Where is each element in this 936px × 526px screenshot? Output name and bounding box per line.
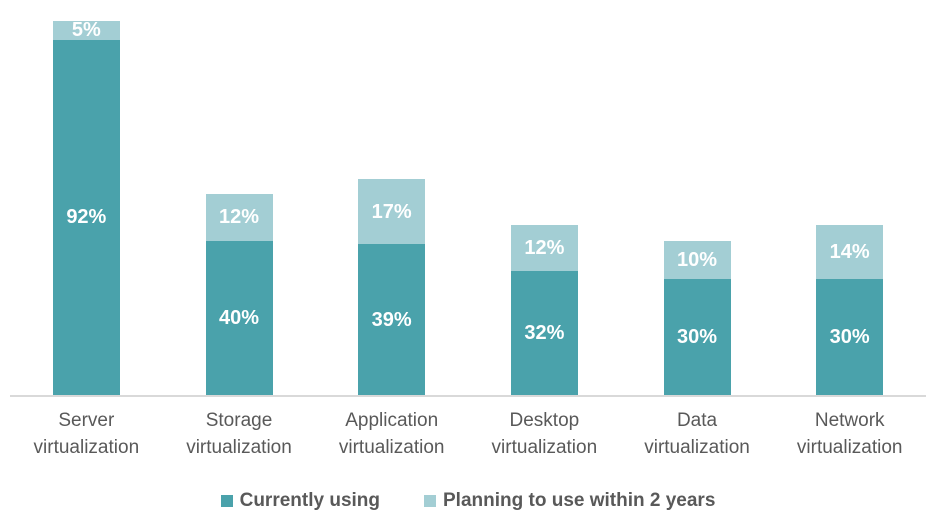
bar-segment-planning: 12% bbox=[510, 225, 578, 272]
category-column: 10% 30% bbox=[621, 240, 774, 395]
value-label: 40% bbox=[218, 306, 260, 329]
category-label: Server virtualization bbox=[33, 410, 140, 458]
bar-stack: 17% 39% bbox=[358, 178, 426, 395]
value-label: 12% bbox=[218, 206, 260, 229]
value-label: 10% bbox=[677, 248, 718, 271]
value-label: 14% bbox=[829, 241, 870, 264]
value-label: 92% bbox=[66, 206, 107, 229]
value-label: 30% bbox=[677, 326, 718, 349]
value-label: 5% bbox=[71, 19, 101, 42]
bar-segment-currently-using: 30% bbox=[816, 279, 884, 395]
legend-label-currently-using: Currently using bbox=[239, 490, 380, 511]
bar-stack: 10% 30% bbox=[663, 240, 731, 395]
bar-segment-currently-using: 32% bbox=[510, 271, 578, 395]
bar-segment-currently-using: 30% bbox=[663, 279, 731, 395]
category-label: Storage virtualization bbox=[186, 410, 292, 458]
category-label: Network virtualization bbox=[796, 410, 903, 458]
plot-area: 5% 92% 12% 40% 17% 39% 12% 32% 10% 30% 14% 30% bbox=[10, 0, 926, 397]
value-label: 39% bbox=[371, 308, 412, 331]
category-column: 12% 40% bbox=[163, 194, 316, 395]
category-column: 14% 30% bbox=[773, 225, 926, 395]
legend-item-currently-using: Currently using bbox=[220, 490, 380, 512]
bar-stack: 12% 40% bbox=[205, 194, 273, 395]
bar-segment-currently-using: 40% bbox=[205, 240, 273, 395]
bar-stack: 14% 30% bbox=[816, 225, 884, 395]
legend-swatch-planning-icon bbox=[424, 495, 436, 507]
category-axis: Server virtualization Storage virtualizat… bbox=[10, 407, 926, 461]
bar-segment-planning: 10% bbox=[663, 240, 731, 280]
category-column: 5% 92% bbox=[10, 19, 163, 395]
bar-segment-planning: 5% bbox=[52, 19, 120, 42]
legend: Currently using Planning to use within 2… bbox=[0, 490, 936, 512]
category-label: Application virtualization bbox=[338, 410, 445, 458]
bar-segment-planning: 14% bbox=[816, 225, 884, 280]
bar-segment-planning: 12% bbox=[205, 194, 273, 241]
value-label: 17% bbox=[371, 200, 412, 223]
value-label: 32% bbox=[524, 322, 565, 345]
legend-swatch-currently-using-icon bbox=[220, 495, 233, 507]
category-label: Data virtualization bbox=[644, 410, 750, 458]
bar-stack: 12% 32% bbox=[510, 225, 578, 395]
category-column: 17% 39% bbox=[315, 178, 468, 395]
legend-item-planning: Planning to use within 2 years bbox=[424, 490, 715, 512]
category-label: Desktop virtualization bbox=[491, 410, 598, 458]
bar-stack: 5% 92% bbox=[52, 19, 120, 395]
category-column: 12% 32% bbox=[468, 225, 621, 395]
legend-label-planning: Planning to use within 2 years bbox=[443, 490, 716, 511]
value-label: 12% bbox=[524, 237, 565, 260]
bar-segment-currently-using: 39% bbox=[358, 244, 426, 395]
bar-segment-currently-using: 92% bbox=[52, 39, 120, 395]
value-label: 30% bbox=[829, 326, 870, 349]
bar-segment-planning: 17% bbox=[358, 178, 426, 245]
